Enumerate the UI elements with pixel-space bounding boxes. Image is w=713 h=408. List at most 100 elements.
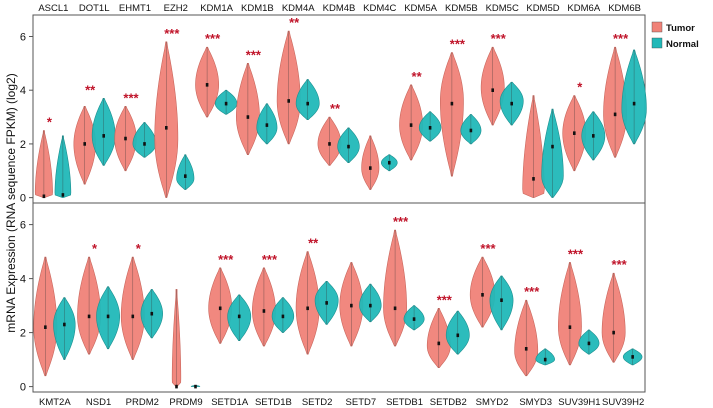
median-marker — [42, 194, 46, 199]
median-marker — [551, 144, 554, 149]
x-tick-label: ASCL1 — [38, 3, 68, 14]
violin-group-nsd1: NSD1 * — [77, 241, 120, 408]
x-tick-label: SETD1A — [211, 397, 249, 408]
y-tick-label: 6 — [20, 31, 26, 43]
median-marker — [143, 142, 146, 146]
significance-marker: ** — [85, 82, 96, 97]
x-tick-label: SETDB2 — [430, 397, 467, 408]
median-marker — [412, 317, 416, 321]
median-marker — [102, 134, 105, 138]
significance-marker: ** — [308, 236, 319, 251]
violin-group-kdm6a: KDM6A * — [562, 3, 606, 172]
x-tick-label: KDM4B — [323, 3, 356, 14]
median-marker — [150, 311, 154, 316]
median-marker — [262, 309, 266, 313]
significance-marker: * — [47, 114, 53, 129]
median-marker — [124, 136, 127, 141]
violin-group-setd1b: SETD1B *** — [252, 252, 295, 408]
y-tick-label: 4 — [20, 85, 26, 97]
x-tick-label: KDM4C — [363, 3, 396, 14]
x-tick-label: KDM5D — [526, 3, 559, 14]
median-marker — [632, 101, 636, 106]
legend-label-normal: Normal — [666, 39, 699, 50]
violin-group-setdb1: SETDB1 *** — [383, 214, 425, 408]
violin-group-ascl1: ASCL1 * — [34, 3, 72, 199]
significance-marker: ** — [412, 69, 423, 84]
x-tick-label: SETD2 — [302, 397, 333, 408]
violin-group-prdm2: PRDM2 * — [120, 241, 163, 408]
y-tick-label: 2 — [20, 139, 26, 151]
x-tick-label: PRDM9 — [169, 397, 202, 408]
median-marker — [350, 303, 353, 308]
median-marker — [450, 101, 454, 106]
y-tick-label: 0 — [20, 193, 26, 205]
median-marker — [369, 166, 372, 170]
median-marker — [510, 101, 513, 106]
x-tick-label: SUV39H2 — [602, 397, 644, 408]
median-marker — [63, 322, 66, 327]
median-marker — [543, 357, 547, 362]
median-marker — [328, 142, 331, 146]
median-marker — [61, 193, 65, 197]
significance-marker: *** — [450, 37, 466, 52]
median-marker — [388, 160, 391, 165]
median-marker — [456, 333, 460, 338]
median-marker — [532, 177, 535, 181]
significance-marker: *** — [246, 47, 262, 62]
violin-group-ezh2: EZH2 *** — [154, 3, 195, 198]
median-marker — [428, 126, 432, 130]
y-tick-label: 4 — [20, 274, 26, 286]
median-marker — [281, 314, 285, 319]
median-marker — [218, 306, 222, 311]
violin-group-kdm5a: KDM5A ** — [399, 3, 442, 161]
x-tick-label: EZH2 — [164, 3, 188, 14]
violin-group-kdm6b: KDM6B *** — [603, 3, 647, 158]
y-tick-label: 6 — [20, 220, 26, 232]
violin-group-setd1a: SETD1A *** — [208, 252, 252, 408]
significance-marker: *** — [205, 31, 221, 46]
significance-marker: *** — [491, 31, 507, 46]
median-marker — [347, 144, 350, 149]
median-marker — [587, 341, 591, 346]
median-marker — [592, 134, 595, 138]
significance-marker: *** — [164, 26, 180, 41]
violin-group-suv39h2: SUV39H2 *** — [601, 257, 644, 408]
x-tick-label: SUV39H1 — [558, 397, 600, 408]
violin-group-dot1l: DOT1L ** — [73, 3, 116, 185]
median-marker — [325, 301, 328, 305]
violin-group-kdm4b: KDM4B ** — [317, 3, 360, 166]
x-tick-label: KDM6B — [608, 3, 641, 14]
x-tick-label: DOT1L — [79, 3, 110, 14]
median-marker — [237, 314, 241, 319]
median-marker — [500, 298, 503, 302]
x-tick-label: SETDB1 — [386, 397, 423, 408]
x-tick-label: KDM1A — [200, 3, 233, 14]
violin-group-kdm1b: KDM1B *** — [235, 3, 278, 155]
x-tick-label: KDM4A — [282, 3, 315, 14]
significance-marker: *** — [262, 252, 278, 267]
median-marker — [613, 112, 617, 117]
median-marker — [369, 303, 372, 308]
y-axis-label: mRNA Expression (RNA sequence FPKM) (log… — [4, 73, 18, 332]
median-marker — [131, 314, 135, 319]
significance-marker: ** — [330, 101, 341, 116]
median-marker — [44, 325, 47, 329]
significance-marker: *** — [612, 257, 628, 272]
median-marker — [573, 131, 576, 135]
median-marker — [306, 306, 309, 311]
legend-swatch-tumor — [651, 21, 663, 33]
median-marker — [194, 384, 197, 389]
median-marker — [481, 293, 484, 297]
median-marker — [631, 355, 634, 359]
y-tick-label: 2 — [20, 328, 26, 340]
violin-group-ehmt1: EHMT1 *** — [114, 3, 157, 172]
legend-label-tumor: Tumor — [666, 23, 695, 34]
violin-group-prdm9: PRDM9 — [169, 289, 203, 408]
significance-marker: * — [136, 241, 142, 256]
x-tick-label: KDM6A — [567, 3, 600, 14]
significance-marker: *** — [218, 252, 234, 267]
median-marker — [265, 123, 269, 127]
significance-marker: * — [92, 241, 98, 256]
legend: Tumor Normal — [651, 21, 699, 50]
median-marker — [106, 314, 110, 319]
